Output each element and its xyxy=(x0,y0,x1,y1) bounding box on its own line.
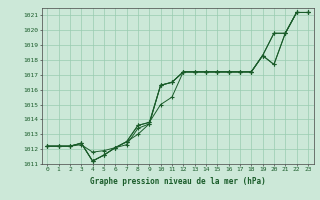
X-axis label: Graphe pression niveau de la mer (hPa): Graphe pression niveau de la mer (hPa) xyxy=(90,177,266,186)
